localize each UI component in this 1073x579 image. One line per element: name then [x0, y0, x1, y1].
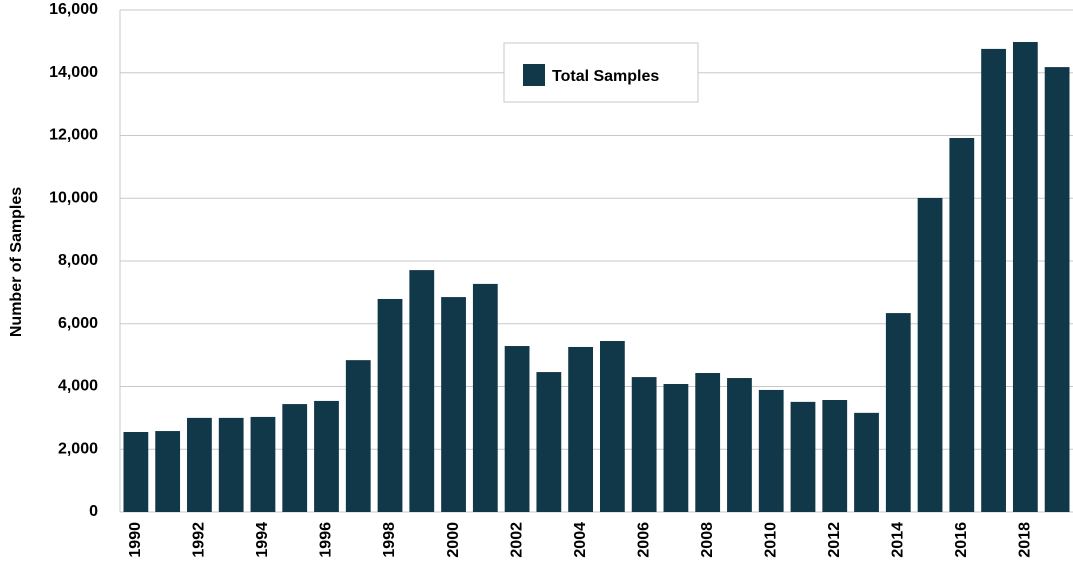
bar	[1044, 67, 1070, 512]
bar	[314, 400, 339, 512]
x-tick-label: 2002	[508, 522, 525, 558]
bar	[504, 346, 530, 512]
legend-label: Total Samples	[552, 68, 659, 85]
bar	[155, 431, 181, 512]
x-tick-label: 2010	[762, 522, 779, 558]
x-tick-label: 2008	[699, 522, 716, 558]
bar	[282, 404, 308, 512]
bar	[981, 48, 1006, 512]
bar	[568, 346, 594, 512]
y-tick-label: 14,000	[49, 64, 98, 81]
y-tick-label: 12,000	[49, 127, 98, 144]
x-tick-label: 2018	[1017, 522, 1034, 558]
x-tick-label: 1992	[191, 522, 208, 558]
bar	[536, 372, 562, 512]
bar	[790, 401, 816, 512]
bar	[822, 399, 848, 512]
bar	[854, 412, 879, 512]
legend-box	[503, 42, 699, 103]
y-tick-label: 8,000	[58, 252, 98, 269]
bar	[1012, 42, 1038, 512]
bar	[727, 378, 752, 512]
x-tick-label: 1994	[254, 522, 271, 558]
y-axis-label: Number of Samples	[8, 187, 25, 337]
x-tick-label: 2006	[635, 522, 652, 558]
x-tick-label: 2012	[826, 522, 843, 558]
x-tick-label: 2000	[445, 522, 462, 558]
bar	[885, 313, 911, 512]
x-tick-label: 1996	[318, 522, 335, 558]
bar	[250, 416, 276, 512]
bar	[377, 298, 403, 512]
y-tick-label: 16,000	[49, 1, 98, 18]
x-tick-label: 1998	[381, 522, 398, 558]
y-tick-label: 6,000	[58, 315, 98, 332]
y-tick-label: 0	[89, 503, 98, 520]
x-tick-label: 2004	[572, 522, 589, 558]
bar	[917, 197, 943, 512]
bar	[758, 389, 784, 512]
bar	[663, 383, 689, 512]
bar	[123, 431, 149, 512]
y-tick-label: 10,000	[49, 189, 98, 206]
bar	[599, 341, 625, 512]
y-tick-label: 2,000	[58, 440, 98, 457]
bar	[472, 283, 498, 512]
bar	[409, 270, 435, 512]
x-tick-label: 2016	[953, 522, 970, 558]
x-tick-label: 1990	[127, 522, 144, 558]
x-tick-label: 2014	[890, 522, 907, 558]
bar	[631, 377, 657, 512]
bar	[441, 297, 466, 512]
bar	[218, 417, 244, 512]
bar	[345, 360, 371, 512]
bar	[695, 373, 721, 512]
y-tick-label: 4,000	[58, 378, 98, 395]
bar	[949, 138, 975, 512]
legend-swatch	[523, 64, 545, 86]
bar	[187, 417, 212, 512]
